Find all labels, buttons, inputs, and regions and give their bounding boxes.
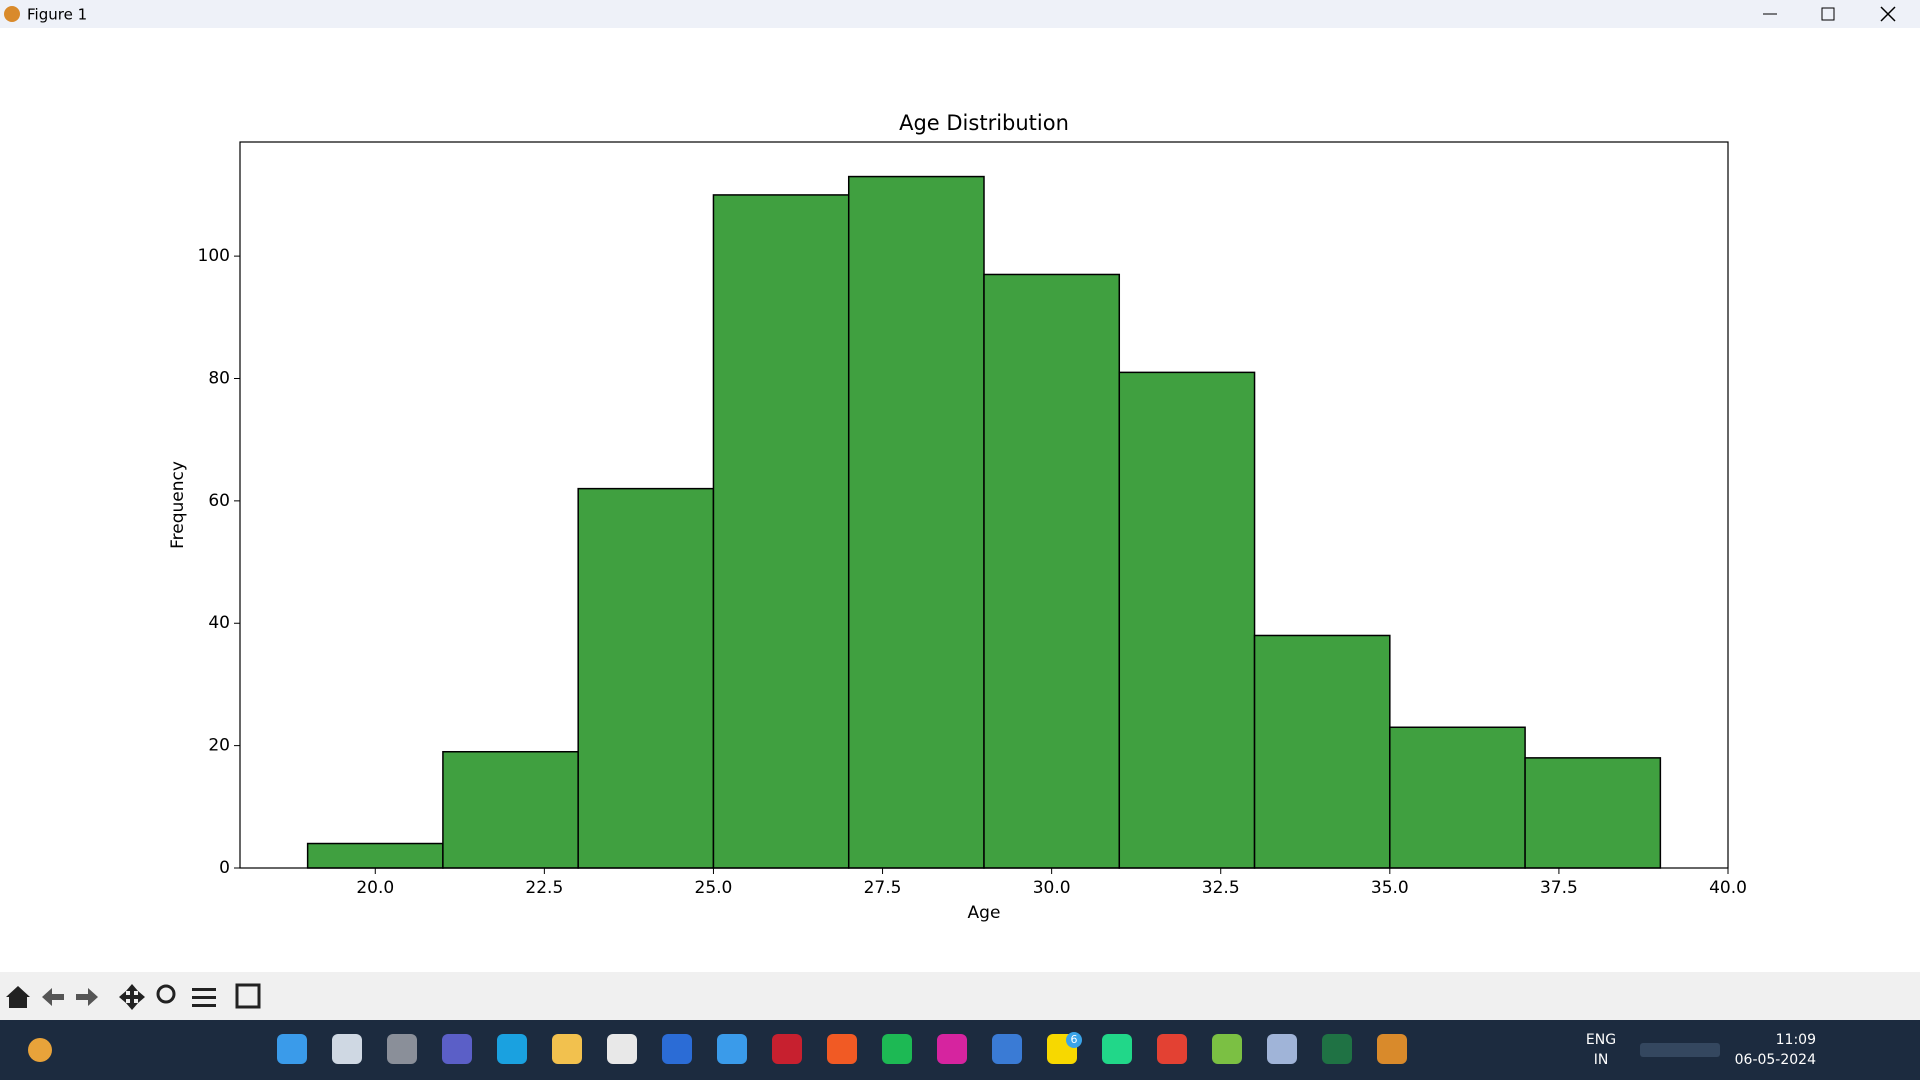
y-tick-label: 60 <box>208 491 230 511</box>
x-tick-label: 27.5 <box>864 878 902 898</box>
taskbar-app[interactable] <box>1267 1034 1297 1064</box>
close-button[interactable] <box>1880 6 1896 22</box>
x-tick-label: 22.5 <box>525 878 563 898</box>
configure-button-line <box>192 996 216 999</box>
y-tick-label: 20 <box>208 736 230 756</box>
x-tick-label: 37.5 <box>1540 878 1578 898</box>
language: ENG <box>1586 1032 1616 1048</box>
taskbar-app[interactable] <box>882 1034 912 1064</box>
taskbar-app[interactable] <box>1157 1034 1187 1064</box>
x-axis-label: Age <box>968 903 1001 923</box>
toolbar-icons <box>6 983 261 1010</box>
x-tick-label: 25.0 <box>695 878 733 898</box>
y-tick-label: 0 <box>219 858 230 878</box>
toolbar <box>0 972 1920 1020</box>
bar <box>1118 371 1256 869</box>
x-tick-label: 40.0 <box>1709 878 1747 898</box>
clock-time: 11:09 <box>1776 1032 1816 1048</box>
taskbar-app[interactable] <box>387 1034 417 1064</box>
plot-frame <box>239 141 1729 869</box>
taskbar-app[interactable] <box>717 1034 747 1064</box>
taskbar-app[interactable] <box>662 1034 692 1064</box>
save-button[interactable] <box>235 983 261 1009</box>
bar <box>1524 757 1662 869</box>
y-tick-label: 80 <box>208 368 230 388</box>
y-tick-label: 100 <box>198 246 230 266</box>
back-button[interactable] <box>42 988 64 1006</box>
zoom-button[interactable] <box>156 984 176 1004</box>
taskbar-app[interactable] <box>1102 1034 1132 1064</box>
bar <box>847 175 985 869</box>
tray-icon <box>1640 1043 1720 1057</box>
bar <box>1253 634 1391 869</box>
y-tick-label: 40 <box>208 613 230 633</box>
bar <box>306 842 444 869</box>
x-tick-label: 35.0 <box>1371 878 1409 898</box>
taskbar-app[interactable] <box>827 1034 857 1064</box>
notification-badge <box>1066 1032 1082 1048</box>
taskbar-app[interactable] <box>607 1034 637 1064</box>
bar <box>1389 726 1526 869</box>
taskbar-widget <box>28 1038 52 1062</box>
bar <box>577 487 715 869</box>
taskbar-app[interactable] <box>992 1034 1022 1064</box>
window-title: Figure 1 <box>27 6 87 24</box>
taskbar-app[interactable] <box>277 1034 307 1064</box>
restore-button[interactable] <box>1821 7 1835 21</box>
taskbar-app[interactable] <box>332 1034 362 1064</box>
app-icon <box>4 6 20 22</box>
clock-date: 06-05-2024 <box>1735 1052 1816 1068</box>
taskbar-app[interactable] <box>937 1034 967 1064</box>
taskbar-icons <box>28 1034 1720 1064</box>
x-tick-label: 32.5 <box>1202 878 1240 898</box>
configure-button[interactable] <box>192 988 216 991</box>
configure-button-line <box>192 1004 216 1007</box>
taskbar-app[interactable] <box>772 1034 802 1064</box>
taskbar-app[interactable] <box>442 1034 472 1064</box>
taskbar-app[interactable] <box>1322 1034 1352 1064</box>
region: IN <box>1594 1052 1609 1068</box>
taskbar-app[interactable] <box>497 1034 527 1064</box>
x-tick-label: 30.0 <box>1033 878 1071 898</box>
bar <box>442 750 579 869</box>
taskbar-app[interactable] <box>1377 1034 1407 1064</box>
y-axis-label: Frequency <box>168 461 188 549</box>
bar <box>983 273 1121 869</box>
taskbar-app[interactable] <box>1212 1034 1242 1064</box>
taskbar-app[interactable] <box>552 1034 582 1064</box>
pan-button[interactable] <box>119 984 145 1010</box>
bar <box>712 194 850 869</box>
badge-count: 6 <box>1071 1033 1078 1046</box>
home-button[interactable] <box>6 986 30 1008</box>
x-tick-label: 20.0 <box>356 878 394 898</box>
title-bar <box>0 0 1920 28</box>
chart-title: Age Distribution <box>899 111 1069 135</box>
forward-button[interactable] <box>76 988 98 1006</box>
